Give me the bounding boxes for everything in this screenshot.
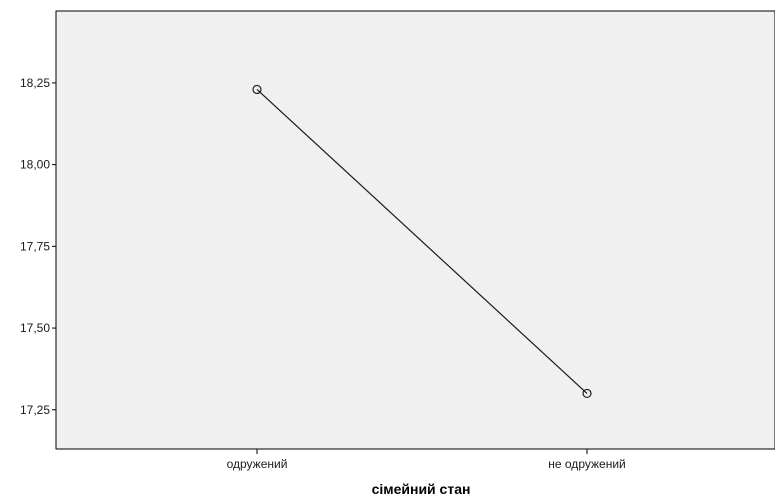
x-tick-label: одружений <box>227 457 288 471</box>
x-tick-label: не одружений <box>548 457 625 471</box>
y-tick-label: 17,50 <box>20 321 50 335</box>
y-tick-label: 18,00 <box>20 158 50 172</box>
series-path <box>256 89 588 394</box>
x-axis-title: сімейний стан <box>372 481 471 497</box>
y-axis: 18,25 18,00 17,75 17,50 17,25 <box>20 76 56 417</box>
y-tick-label: 18,25 <box>20 76 50 90</box>
data-point-marker <box>252 84 262 95</box>
y-tick-label: 17,25 <box>20 403 50 417</box>
data-point-marker <box>582 388 592 399</box>
y-tick-label: 17,75 <box>20 239 50 253</box>
series-line <box>252 84 592 399</box>
plot-area <box>55 10 775 450</box>
x-axis: одружений не одружений <box>227 449 626 471</box>
